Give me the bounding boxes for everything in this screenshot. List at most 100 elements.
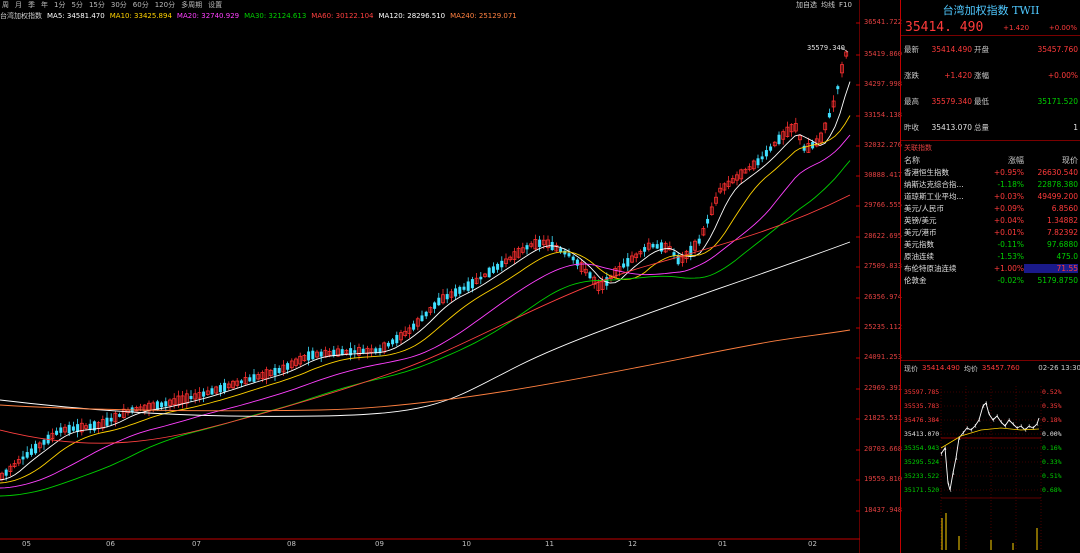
- related-row[interactable]: 香港恒生指数 +0.95% 26630.540: [904, 167, 1078, 177]
- candle-body: [340, 349, 344, 356]
- candle-body: [739, 169, 744, 180]
- candle-body: [252, 374, 256, 382]
- related-row[interactable]: 布伦特原油连续 +1.00% 71.55: [904, 263, 1078, 273]
- candle-body: [286, 363, 290, 370]
- candle-body: [575, 259, 579, 266]
- period-2[interactable]: 季: [28, 1, 35, 9]
- ma240-line: [0, 329, 851, 412]
- quote-row: 最新 35414.490 开盘 35457.760: [904, 44, 1078, 54]
- period-11[interactable]: 设置: [208, 1, 223, 9]
- period-7[interactable]: 30分: [110, 1, 127, 9]
- period-8[interactable]: 60分: [132, 1, 149, 9]
- intraday-tick: [974, 423, 977, 429]
- top-right-buttons: 加自选 均线 F10: [796, 0, 856, 10]
- intraday-tick: [962, 430, 965, 436]
- candle-body: [474, 277, 479, 284]
- intraday-pct-label: 0.35%: [1042, 402, 1062, 410]
- related-row[interactable]: 美元指数 -0.11% 97.6880: [904, 239, 1078, 249]
- candle-body: [349, 348, 353, 356]
- price-tick-label: 30888.417: [864, 171, 902, 179]
- candle-body: [71, 426, 75, 431]
- period-1[interactable]: 月: [15, 1, 22, 9]
- related-row[interactable]: 美元/港币 +0.01% 7.82392: [904, 227, 1078, 237]
- ma-legend: 台湾加权指数 MA5: 34581.470 MA10: 33425.894 MA20:…: [0, 11, 860, 21]
- time-tick-label: 08: [287, 540, 296, 548]
- intraday-tick: [970, 427, 973, 433]
- candle-body: [277, 368, 281, 373]
- related-row[interactable]: 道琼斯工业平均... +0.03% 49499.200: [904, 191, 1078, 201]
- candle-body: [516, 248, 521, 258]
- candle-body: [189, 395, 193, 400]
- period-6[interactable]: 15分: [88, 1, 105, 9]
- candle-body: [55, 430, 59, 435]
- toolbar-right-button-1[interactable]: 均线: [821, 1, 835, 9]
- period-0[interactable]: 周: [2, 1, 9, 9]
- period-3[interactable]: 年: [41, 1, 48, 9]
- candle-body: [311, 350, 315, 360]
- ma-legend-item-3: MA20: 32740.929: [176, 12, 240, 20]
- time-tick-label: 02: [808, 540, 817, 548]
- intraday-tick: [985, 400, 988, 406]
- candle-body: [29, 448, 33, 455]
- candle-body: [412, 323, 416, 330]
- candle-body: [226, 383, 231, 389]
- period-5[interactable]: 5分: [71, 1, 83, 9]
- period-9[interactable]: 120分: [154, 1, 176, 9]
- intraday-avg-line: [940, 427, 1040, 449]
- price-tick-label: 26356.974: [864, 293, 902, 301]
- candle-body: [508, 256, 513, 261]
- candle-body: [25, 452, 29, 458]
- candle-body: [483, 273, 487, 277]
- candle-body: [680, 256, 685, 263]
- candle-body: [538, 239, 542, 248]
- related-row[interactable]: 英镑/美元 +0.04% 1.34882: [904, 215, 1078, 225]
- candle-body: [525, 245, 529, 250]
- candle-body: [307, 351, 311, 361]
- intraday-price-label: 35295.524: [904, 458, 940, 466]
- candle-body: [395, 334, 399, 344]
- candle-body: [214, 386, 219, 394]
- candle-body: [407, 327, 412, 334]
- kline-chart[interactable]: 35579.340: [0, 0, 860, 553]
- candle-body: [428, 307, 433, 313]
- related-row[interactable]: 原油连续 -1.53% 475.0: [904, 251, 1078, 261]
- period-10[interactable]: 多周期: [181, 1, 203, 9]
- intraday-tick: [1008, 417, 1011, 423]
- intraday-chart[interactable]: [901, 378, 1080, 553]
- candle-body: [676, 255, 680, 265]
- candle-body: [798, 135, 802, 141]
- change-value: +1.420: [1003, 23, 1030, 32]
- candle-body: [840, 64, 844, 74]
- candle-body: [105, 417, 109, 426]
- candle-body: [554, 244, 559, 252]
- period-4[interactable]: 1分: [54, 1, 66, 9]
- candle-body: [260, 372, 265, 379]
- related-row[interactable]: 纳斯达克综合指... -1.18% 22878.380: [904, 179, 1078, 189]
- candle-body: [160, 402, 164, 408]
- candle-body: [268, 369, 273, 377]
- intraday-tick: [1020, 423, 1023, 429]
- candle-body: [336, 348, 340, 357]
- candle-body: [802, 145, 806, 151]
- intraday-pct-label: 0.52%: [1042, 388, 1062, 396]
- candle-body: [256, 374, 261, 380]
- ma60-line: [0, 194, 851, 444]
- candle-body: [239, 380, 243, 384]
- candle-body: [109, 417, 113, 422]
- candle-body: [92, 421, 96, 431]
- candle-body: [541, 239, 546, 246]
- related-list: 香港恒生指数 +0.95% 26630.540 纳斯达克综合指... -1.18% 228…: [901, 166, 1080, 286]
- intraday-price-label: 35597.785: [904, 388, 940, 396]
- related-row[interactable]: 伦敦金 -0.02% 5179.8750: [904, 275, 1078, 285]
- candle-body: [663, 242, 668, 253]
- intraday-price-label: 35535.783: [904, 402, 940, 410]
- candle-body: [777, 134, 781, 144]
- toolbar-right-button-0[interactable]: 加自选: [796, 1, 817, 9]
- candle-body: [12, 463, 17, 468]
- related-row[interactable]: 美元/人民币 +0.09% 6.8560: [904, 203, 1078, 213]
- candle-body: [764, 150, 768, 157]
- price-tick-label: 24091.253: [864, 353, 902, 361]
- candle-body: [470, 279, 474, 289]
- candle-body: [747, 166, 752, 170]
- toolbar-right-button-2[interactable]: F10: [839, 1, 852, 9]
